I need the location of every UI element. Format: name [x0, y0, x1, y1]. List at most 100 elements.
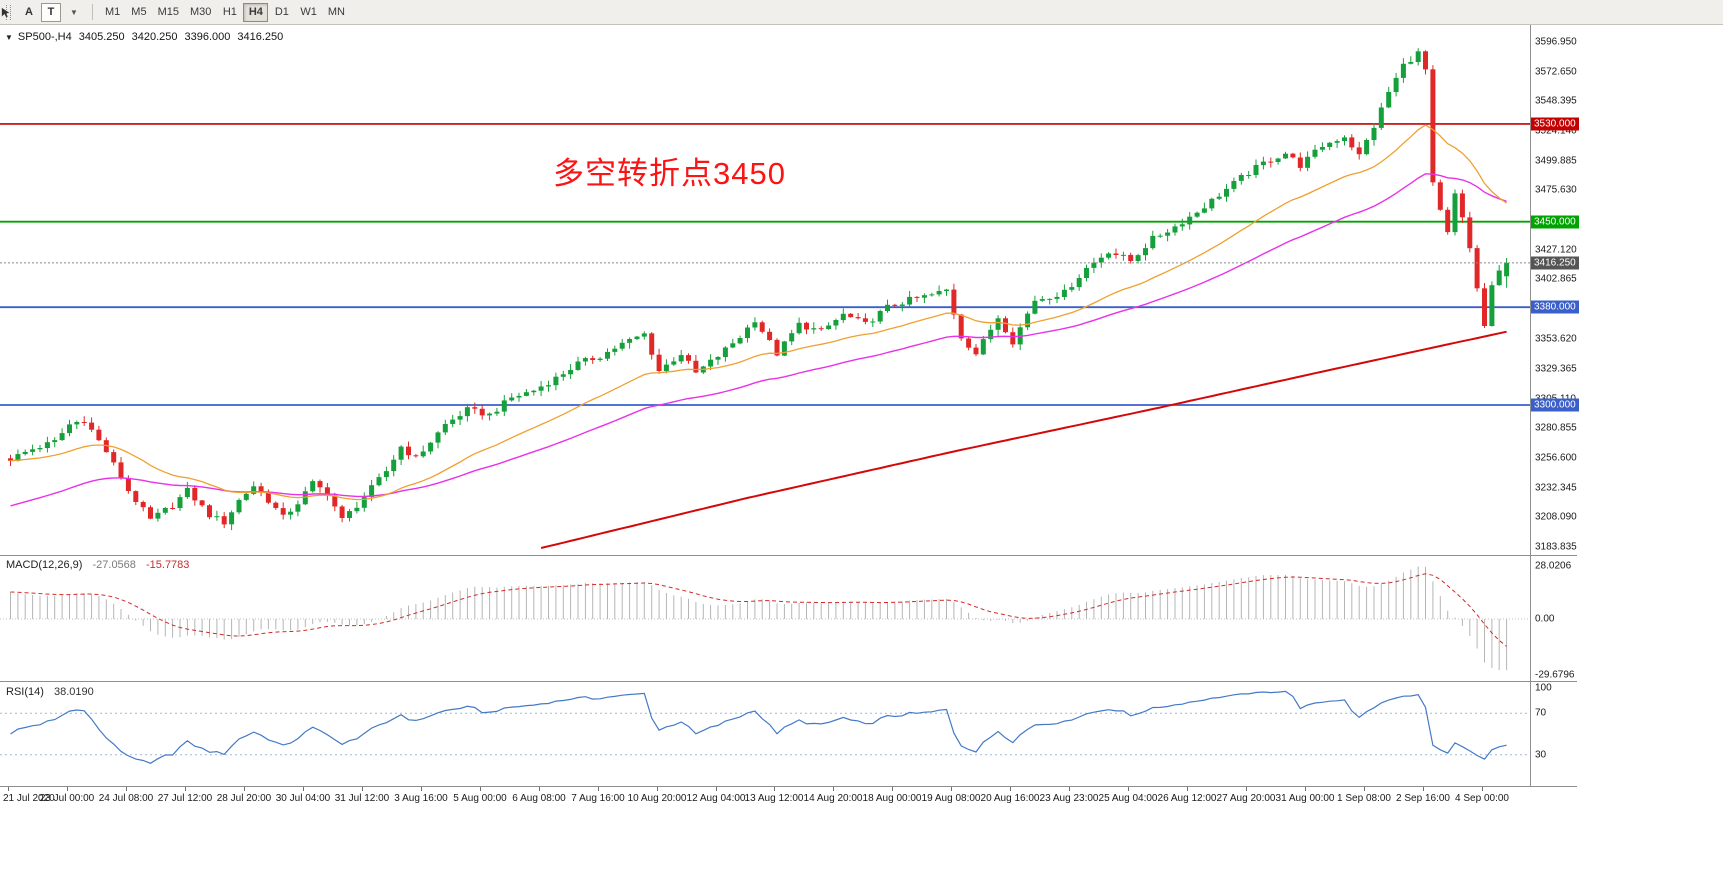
time-axis-tick: [1246, 787, 1247, 791]
pointer-icon: [1, 7, 10, 17]
price-tag: 3450.000: [1531, 215, 1579, 229]
price-axis-label: 3183.835: [1535, 541, 1577, 553]
bar-open-value: 3405.250: [78, 31, 125, 43]
price-axis-label: 3499.885: [1535, 155, 1577, 167]
main-price-chart[interactable]: [0, 25, 1530, 555]
macd-axis-label: -29.6796: [1535, 669, 1575, 681]
time-axis-label: 19 Aug 08:00: [921, 793, 981, 804]
panel-splitter-macd-rsi[interactable]: [0, 681, 1577, 682]
timeframe-button-h4[interactable]: H4: [243, 2, 269, 22]
time-axis-label: 23 Jul 00:00: [39, 793, 95, 804]
ma-slow-line: [540, 330, 1507, 549]
time-axis-tick: [716, 787, 717, 791]
price-axis[interactable]: 3596.950 3572.650 3548.395 3524.140 3499.885…: [1531, 0, 1579, 812]
macd-main-value: -27.0568: [92, 559, 136, 571]
time-axis-tick: [480, 787, 481, 791]
timeframe-button-d1[interactable]: D1: [269, 3, 294, 22]
time-axis-tick: [421, 787, 422, 791]
time-axis-label: 3 Aug 16:00: [394, 793, 448, 804]
price-tag: 3530.000: [1531, 117, 1579, 131]
time-axis-label: 12 Aug 04:00: [686, 793, 746, 804]
bar-close-value: 3416.250: [237, 31, 284, 43]
time-axis-label: 24 Jul 08:00: [98, 793, 154, 804]
time-axis-label: 10 Aug 20:00: [627, 793, 687, 804]
rsi-axis-label: 70: [1535, 707, 1547, 719]
price-axis-label: 3524.140: [1535, 125, 1577, 137]
time-axis-tick: [303, 787, 304, 791]
time-axis[interactable]: 21 Jul 2020 23 Jul 00:00 24 Jul 08:00 27 Ju…: [0, 787, 1577, 811]
timeframe-button-m15[interactable]: M15: [153, 3, 184, 22]
macd-label: MACD(12,26,9): [6, 559, 83, 571]
time-axis-tick: [1128, 787, 1129, 791]
rsi-axis-label: 100: [1535, 682, 1552, 694]
symbol-timeframe-label: SP500-,H4: [17, 31, 72, 43]
time-axis-tick: [1423, 787, 1424, 791]
time-axis-label: 21 Jul 2020: [3, 793, 55, 804]
rsi-value: 38.0190: [53, 686, 94, 698]
price-axis-label: 3280.855: [1535, 422, 1577, 434]
macd-indicator-chart[interactable]: [0, 556, 1530, 681]
text-label-tool-button[interactable]: A: [19, 3, 39, 22]
timeframe-button-m30[interactable]: M30: [185, 3, 216, 22]
price-axis-label: 3256.600: [1535, 452, 1577, 464]
arrow-tool-dropdown-button[interactable]: ▼: [1, 3, 83, 22]
time-axis-label: 4 Sep 00:00: [1455, 793, 1509, 804]
candles-layer: [8, 48, 1510, 531]
time-axis-tick: [185, 787, 186, 791]
timeframe-button-m1[interactable]: M1: [100, 3, 125, 22]
price-axis-label: 3475.630: [1535, 184, 1577, 196]
price-tag: 3416.250: [1531, 256, 1579, 270]
chart-symbol-ohlc-header: ▼ SP500-,H4 3405.250 3420.250 3396.000 3…: [5, 31, 283, 43]
time-axis-label: 13 Aug 12:00: [744, 793, 804, 804]
macd-axis-label: 0.00: [1535, 613, 1555, 625]
time-axis-tick: [1305, 787, 1306, 791]
time-axis-tick: [892, 787, 893, 791]
ma-mid-line: [10, 173, 1507, 507]
price-axis-label: 3548.395: [1535, 95, 1577, 107]
timeframe-button-mn[interactable]: MN: [323, 3, 350, 22]
time-axis-tick: [1482, 787, 1483, 791]
time-axis-tick: [657, 787, 658, 791]
time-axis-tick: [1069, 787, 1070, 791]
time-axis-label: 18 Aug 00:00: [862, 793, 922, 804]
price-axis-border: [1530, 25, 1531, 787]
rsi-header: RSI(14) 38.0190: [6, 686, 94, 698]
time-axis-label: 27 Aug 20:00: [1216, 793, 1276, 804]
time-axis-label: 27 Jul 12:00: [157, 793, 213, 804]
chart-annotation-text[interactable]: 多空转折点3450: [553, 156, 786, 191]
panel-splitter-main-macd[interactable]: [0, 555, 1577, 556]
macd-axis-label: 28.0206: [1535, 560, 1572, 572]
chevron-down-icon: ▼: [70, 7, 78, 17]
chart-menu-caret-icon[interactable]: ▼: [5, 32, 13, 42]
macd-signal-value: -15.7783: [145, 559, 190, 571]
ma-fast-line: [10, 124, 1507, 501]
price-axis-label: 3427.120: [1535, 244, 1577, 256]
time-axis-tick: [67, 787, 68, 791]
rsi-indicator-chart[interactable]: [0, 682, 1530, 786]
price-tag: 3380.000: [1531, 300, 1579, 314]
timeframe-button-w1[interactable]: W1: [295, 3, 322, 22]
timeframe-toolbar: M1 M5 M15 M30 H1 H4 D1 W1 MN: [100, 2, 351, 22]
time-axis-label: 2 Sep 16:00: [1396, 793, 1450, 804]
time-axis-label: 25 Aug 04:00: [1098, 793, 1158, 804]
time-axis-tick: [1010, 787, 1011, 791]
price-axis-label: 3402.865: [1535, 273, 1577, 285]
bar-high-value: 3420.250: [131, 31, 178, 43]
timeframe-button-h1[interactable]: H1: [217, 3, 242, 22]
rsi-line: [10, 690, 1507, 764]
macd-histogram: [10, 566, 1508, 671]
time-axis-tick: [126, 787, 127, 791]
rsi-axis-label: 30: [1535, 749, 1547, 761]
time-axis-label: 14 Aug 20:00: [803, 793, 863, 804]
time-axis-tick: [1187, 787, 1188, 791]
macd-signal-line: [10, 573, 1507, 647]
time-axis-label: 6 Aug 08:00: [512, 793, 566, 804]
time-axis-tick: [539, 787, 540, 791]
time-axis-tick: [1364, 787, 1365, 791]
time-axis-tick: [598, 787, 599, 791]
text-box-tool-button[interactable]: T: [41, 2, 61, 22]
timeframe-button-m5[interactable]: M5: [126, 3, 151, 22]
macd-header: MACD(12,26,9) -27.0568 -15.7783: [6, 559, 189, 571]
time-axis-label: 1 Sep 08:00: [1337, 793, 1391, 804]
time-axis-tick: [774, 787, 775, 791]
